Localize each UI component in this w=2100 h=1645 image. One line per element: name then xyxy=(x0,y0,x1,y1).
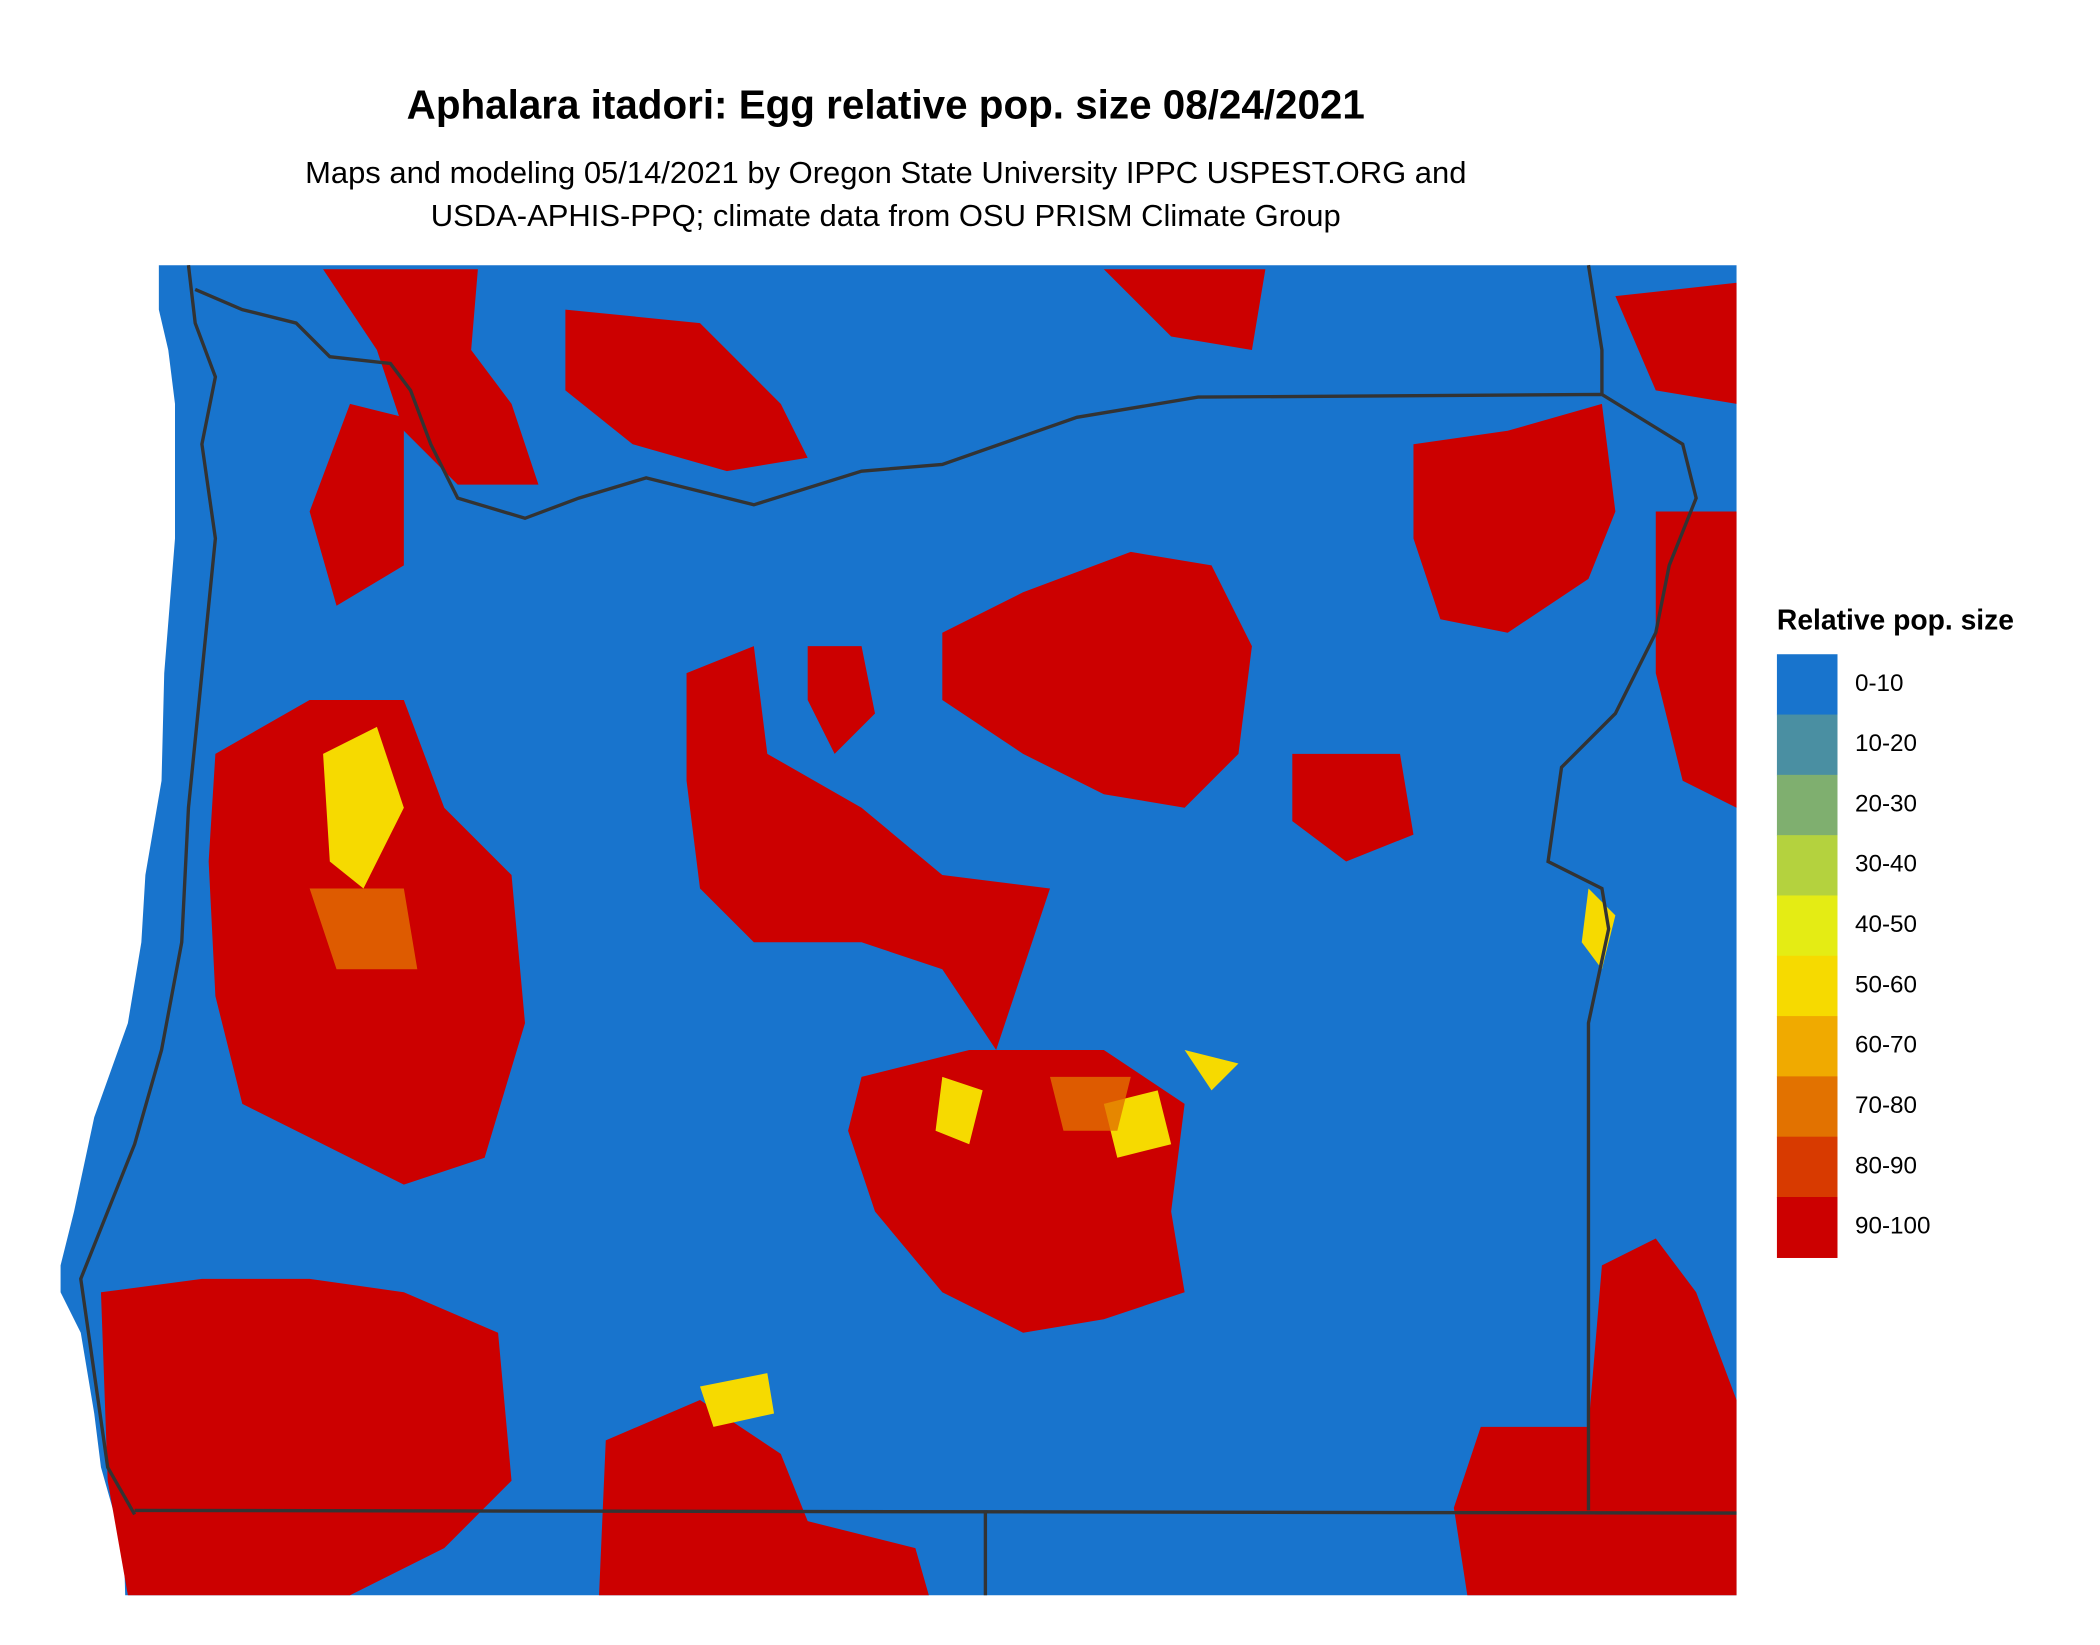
legend-swatch xyxy=(1776,835,1838,897)
legend-swatch xyxy=(1776,955,1838,1017)
mid-population-area xyxy=(309,888,1131,1131)
title: Aphalara itadori: Egg relative pop. size… xyxy=(407,81,1365,127)
map xyxy=(60,264,1737,1596)
legend-label: 80-90 xyxy=(1855,1152,1917,1179)
legend-label: 30-40 xyxy=(1855,851,1917,878)
legend-label: 40-50 xyxy=(1855,911,1917,938)
legend-swatch xyxy=(1776,714,1838,776)
state-border xyxy=(79,264,1737,1596)
legend-label: 20-30 xyxy=(1855,790,1917,817)
legend-swatch xyxy=(1776,1136,1838,1198)
legend-swatch xyxy=(1776,1076,1838,1138)
legend-label: 70-80 xyxy=(1855,1092,1917,1119)
legend-swatch xyxy=(1776,654,1838,716)
legend-label: 60-70 xyxy=(1855,1032,1917,1059)
legend-label: 0-10 xyxy=(1855,670,1903,697)
subtitle: Maps and modeling 05/14/2021 by Oregon S… xyxy=(305,155,1466,190)
subtitle: USDA-APHIS-PPQ; climate data from OSU PR… xyxy=(431,198,1341,233)
legend: Relative pop. size 0-10 10-20 20-30 30-40 40… xyxy=(1776,603,2014,1258)
high-population-area xyxy=(100,269,1737,1596)
legend-label: 50-60 xyxy=(1855,971,1917,998)
legend-swatch xyxy=(1776,895,1838,957)
legend-swatch xyxy=(1776,1016,1838,1078)
legend-label: 10-20 xyxy=(1855,730,1917,757)
legend-label: 90-100 xyxy=(1855,1213,1930,1240)
legend-swatch xyxy=(1776,1197,1838,1258)
legend-title: Relative pop. size xyxy=(1777,603,2014,635)
legend-swatch xyxy=(1776,774,1838,836)
